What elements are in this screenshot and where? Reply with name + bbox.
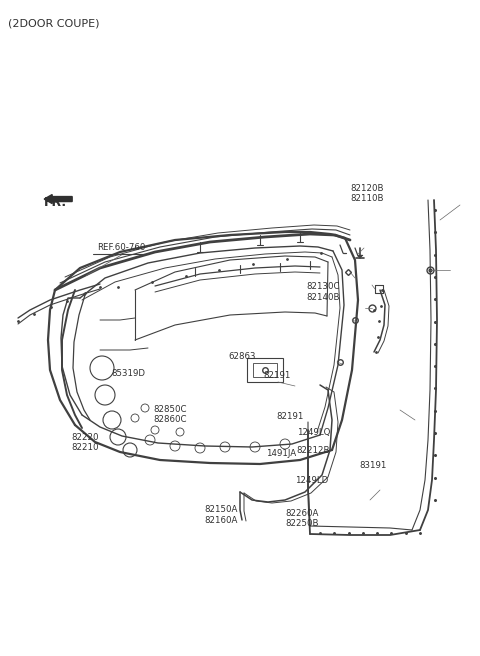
Text: (2DOOR COUPE): (2DOOR COUPE) [8,18,99,28]
Text: 82220
82210: 82220 82210 [72,433,99,453]
Text: REF.60-760: REF.60-760 [97,243,145,253]
Text: 82260A
82250B: 82260A 82250B [286,508,319,528]
Text: 1249LQ: 1249LQ [297,428,330,438]
Text: 82212B: 82212B [297,445,330,455]
Text: 82191: 82191 [263,371,290,380]
Text: FR.: FR. [44,195,67,209]
Text: 82150A
82160A: 82150A 82160A [204,505,238,525]
Text: 82850C
82860C: 82850C 82860C [154,405,187,424]
Text: 1491JA: 1491JA [266,449,297,459]
Bar [247,358,283,382]
Text: 82120B
82110B: 82120B 82110B [350,184,384,203]
Bar [253,363,277,377]
Text: 62863: 62863 [228,352,256,361]
FancyArrow shape [44,195,72,203]
Text: 1249LD: 1249LD [295,476,328,485]
Text: 82130C
82140B: 82130C 82140B [306,282,340,302]
Text: 85319D: 85319D [112,369,145,379]
Text: 83191: 83191 [359,461,386,470]
Text: 82191: 82191 [276,412,303,421]
